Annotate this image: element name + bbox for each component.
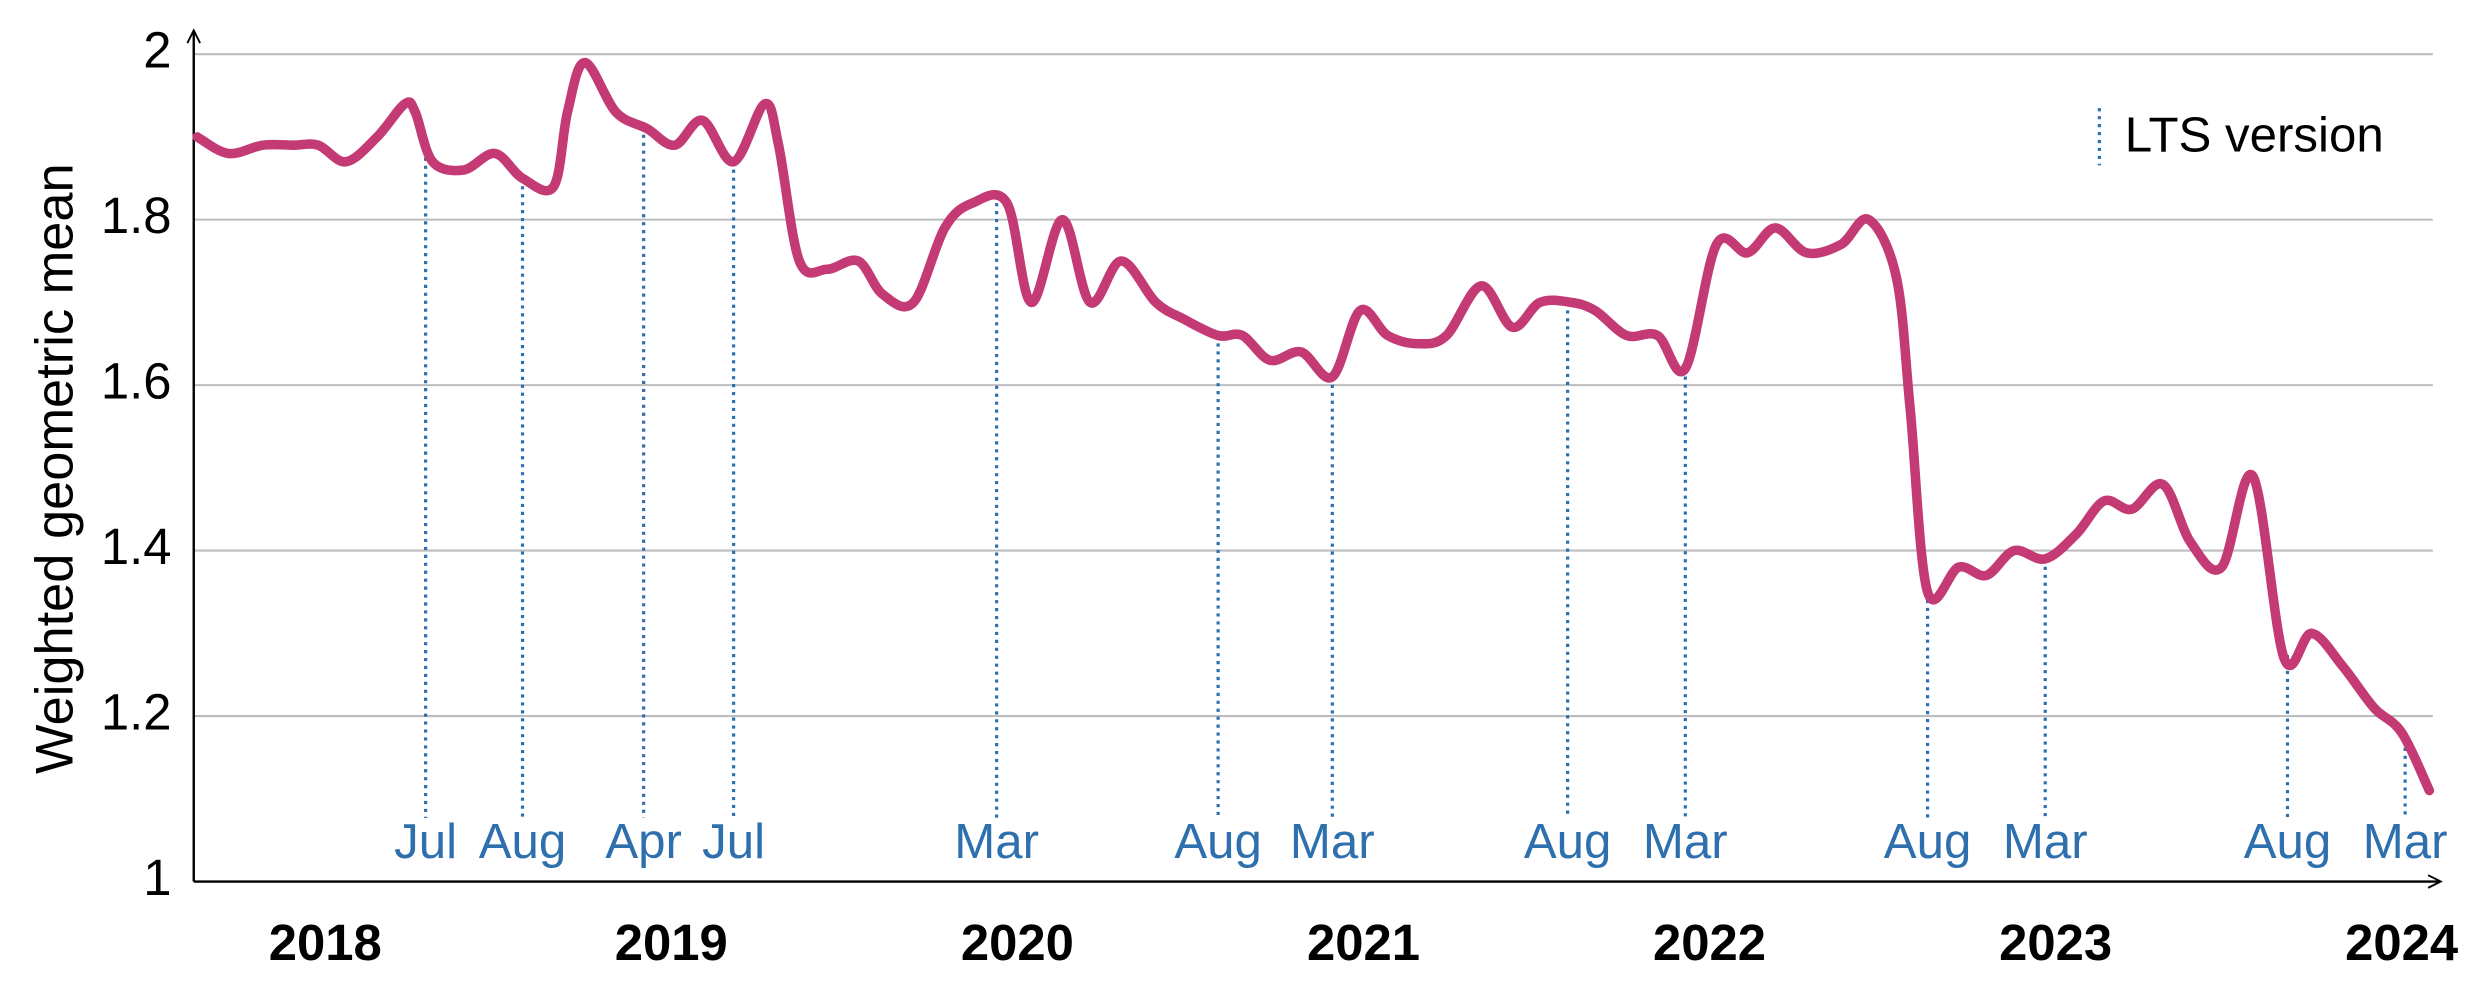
y-tick-label: 2 xyxy=(143,22,171,79)
y-tick-label: 1.4 xyxy=(101,518,172,575)
lts-label: Jul xyxy=(702,814,765,869)
lts-label: Mar xyxy=(1643,814,1728,869)
x-tick-label: 2022 xyxy=(1653,914,1766,971)
x-tick-label: 2020 xyxy=(961,914,1074,971)
x-tick-label: 2019 xyxy=(615,914,728,971)
lts-label: Mar xyxy=(2003,814,2088,869)
x-tick-label: 2021 xyxy=(1307,914,1420,971)
series-line xyxy=(192,57,2435,796)
y-tick-label: 1.6 xyxy=(101,353,172,410)
lts-label: Aug xyxy=(1174,814,1262,869)
x-tick-label: 2018 xyxy=(269,914,382,971)
x-tick-label: 2023 xyxy=(1999,914,2112,971)
x-axis-arrow xyxy=(2427,874,2443,889)
y-axis-title: Weighted geometric mean xyxy=(27,163,85,774)
lts-label: Aug xyxy=(1884,814,1972,869)
y-tick-label: 1.2 xyxy=(101,683,172,740)
lts-label: Mar xyxy=(1290,814,1375,869)
x-tick-label: 2024 xyxy=(2345,914,2458,971)
lts-label: Mar xyxy=(954,814,1039,869)
lts-label: Aug xyxy=(1524,814,1612,869)
lts-label: Apr xyxy=(605,814,682,869)
lts-label: Aug xyxy=(479,814,567,869)
lts-label: Jul xyxy=(394,814,457,869)
y-tick-label: 1 xyxy=(143,849,171,906)
lts-label: Mar xyxy=(2363,814,2448,869)
y-tick-label: 1.8 xyxy=(101,187,172,244)
y-axis-arrow xyxy=(186,28,201,44)
lts-label: Aug xyxy=(2244,814,2332,869)
legend-label: LTS version xyxy=(2125,107,2384,162)
